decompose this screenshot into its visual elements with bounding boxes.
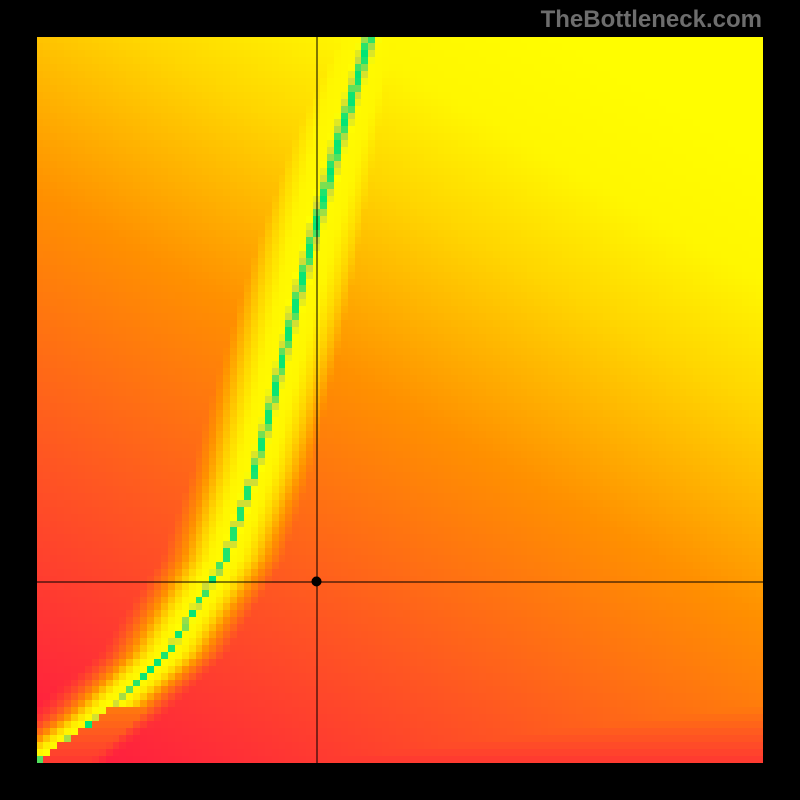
bottleneck-heatmap <box>37 37 763 763</box>
watermark-text: TheBottleneck.com <box>541 6 762 34</box>
chart-container: TheBottleneck.com <box>0 0 800 800</box>
